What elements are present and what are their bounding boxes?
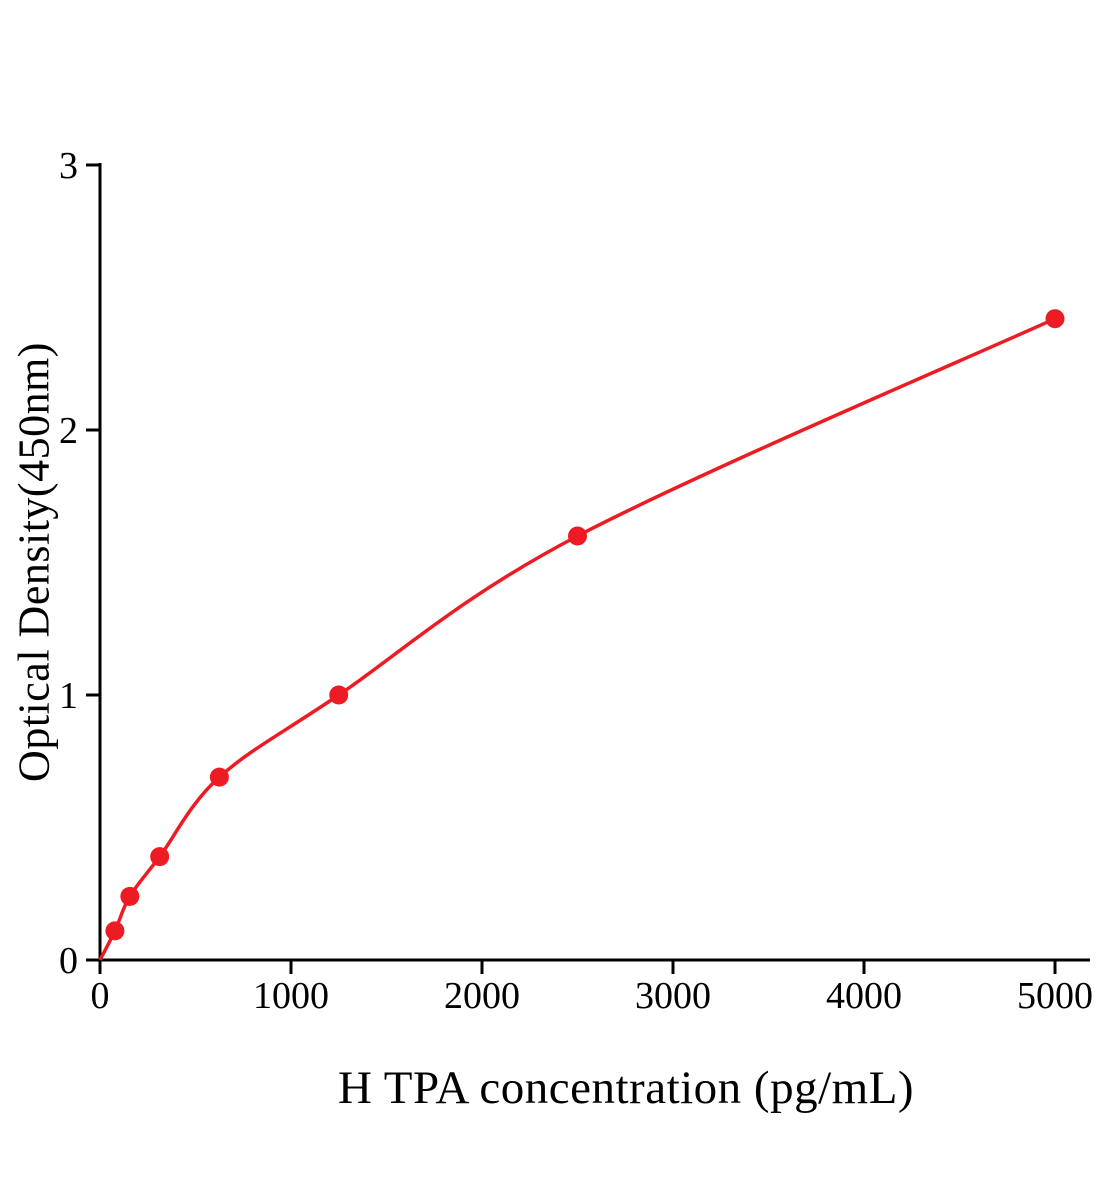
y-tick-label: 3 xyxy=(59,145,78,187)
y-tick-label: 2 xyxy=(59,410,78,452)
data-point xyxy=(568,526,587,546)
x-axis-label: H TPA concentration (pg/mL) xyxy=(337,1062,915,1114)
x-tick-label: 2000 xyxy=(444,975,520,1017)
data-point xyxy=(329,685,349,705)
data-point xyxy=(1045,309,1065,329)
y-tick-label: 1 xyxy=(59,675,78,717)
y-tick-label: 0 xyxy=(59,940,78,982)
x-tick-label: 1000 xyxy=(253,975,329,1017)
data-point xyxy=(150,847,170,867)
data-point xyxy=(209,767,229,787)
x-tick-label: 3000 xyxy=(635,975,711,1017)
data-point xyxy=(105,921,125,941)
curve-path xyxy=(98,317,1056,961)
y-axis-label: Optical Density(450nm) xyxy=(9,342,59,782)
x-tick-label: 0 xyxy=(91,975,110,1017)
x-tick-label: 4000 xyxy=(826,975,902,1017)
x-tick-label: 5000 xyxy=(1017,975,1093,1017)
data-point xyxy=(120,886,140,906)
